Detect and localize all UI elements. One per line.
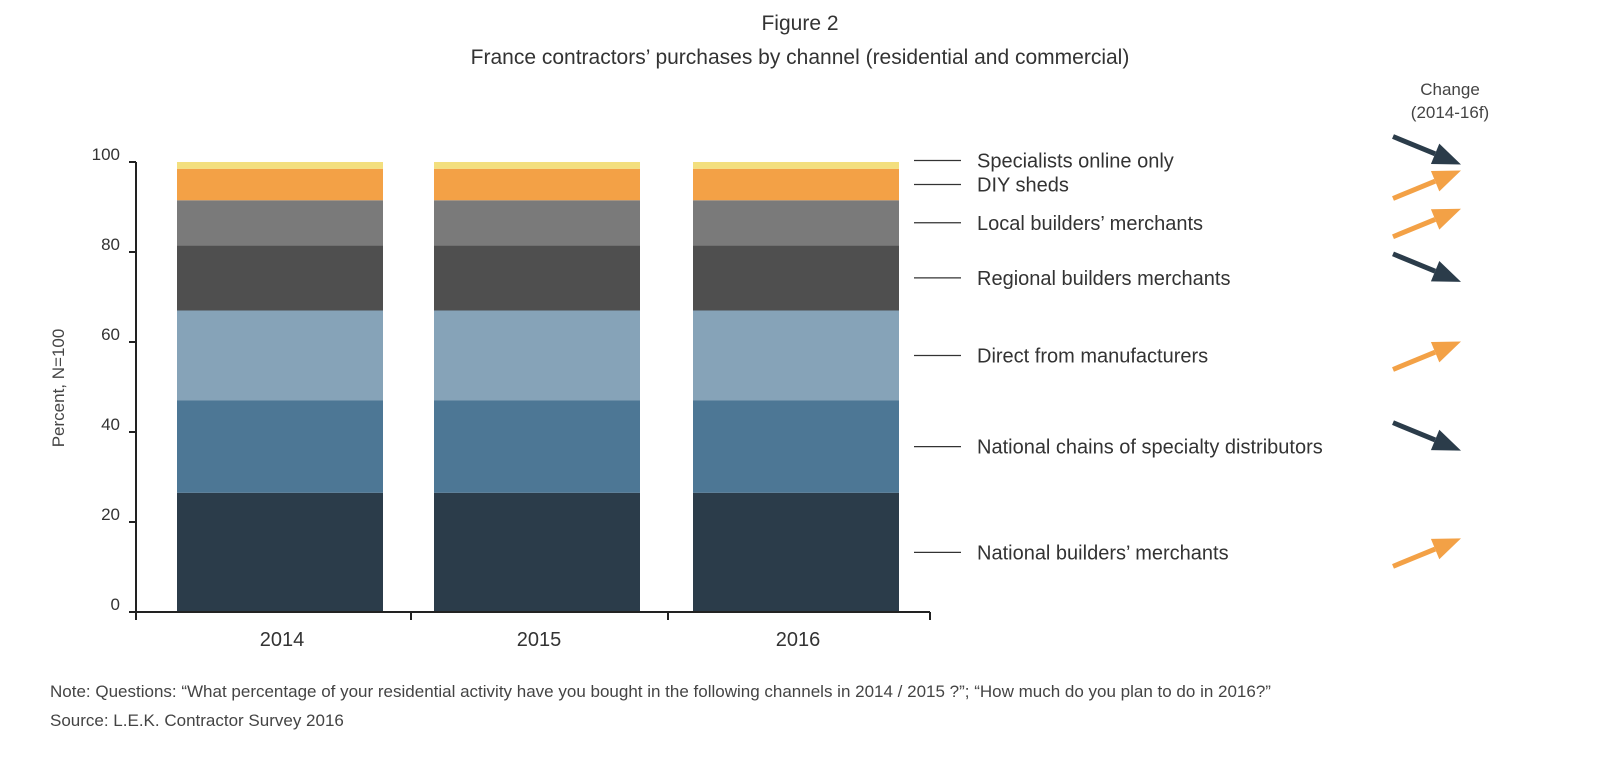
legend-label-4: Local builders’ merchants bbox=[977, 213, 1203, 235]
chart-source: Source: L.E.K. Contractor Survey 2016 bbox=[50, 711, 344, 730]
legend-label-2: Direct from manufacturers bbox=[977, 346, 1208, 368]
change-arrow-shaft-4 bbox=[1392, 217, 1437, 240]
bar-segment-2015-5 bbox=[434, 168, 640, 201]
bar-segment-2015-3 bbox=[434, 245, 640, 311]
change-arrow-down-icon-1 bbox=[1430, 429, 1461, 451]
y-tick-label-40: 40 bbox=[101, 415, 120, 434]
bar-segment-2014-2 bbox=[177, 310, 383, 401]
y-tick-label-0: 0 bbox=[111, 595, 120, 614]
figure-label: Figure 2 bbox=[761, 12, 839, 35]
y-axis-title: Percent, N=100 bbox=[49, 329, 68, 448]
bar-segment-2015-6 bbox=[434, 162, 640, 169]
change-arrow-shaft-0 bbox=[1392, 546, 1437, 569]
change-header-line-1: Change bbox=[1420, 80, 1480, 99]
change-arrow-up-icon-4 bbox=[1430, 208, 1461, 230]
bar-segment-2015-4 bbox=[434, 200, 640, 246]
change-arrow-up-icon-5 bbox=[1430, 170, 1461, 192]
x-tick-label-2016: 2016 bbox=[776, 629, 821, 651]
change-header: Change (2014-16f) bbox=[1395, 78, 1505, 124]
change-arrow-down-icon-6 bbox=[1430, 143, 1461, 165]
y-tick-label-100: 100 bbox=[92, 145, 120, 164]
y-tick-label-20: 20 bbox=[101, 505, 120, 524]
legend-label-5: DIY sheds bbox=[977, 175, 1069, 197]
stacked-bar-chart: 2014 2015 2016 0 20 40 60 80 100 Percent, N=100 Na… bbox=[49, 134, 1461, 651]
change-arrow-down-icon-3 bbox=[1430, 261, 1461, 282]
bar-segment-2014-6 bbox=[177, 162, 383, 169]
legend-label-1: National chains of specialty distributor… bbox=[977, 437, 1323, 459]
bar-segment-2015-0 bbox=[434, 492, 640, 612]
legend-label-6: Specialists online only bbox=[977, 151, 1174, 173]
bar-segment-2016-3 bbox=[693, 245, 899, 311]
change-header-line-2: (2014-16f) bbox=[1410, 103, 1490, 122]
bar-segment-2014-4 bbox=[177, 200, 383, 246]
bar-segment-2016-1 bbox=[693, 400, 899, 493]
y-tick-label-60: 60 bbox=[101, 325, 120, 344]
bar-segment-2016-6 bbox=[693, 162, 899, 169]
change-arrow-shaft-5 bbox=[1392, 178, 1437, 201]
bar-segment-2016-0 bbox=[693, 492, 899, 612]
change-arrow-shaft-1 bbox=[1392, 420, 1437, 443]
bar-segment-2015-2 bbox=[434, 310, 640, 401]
bar-segment-2016-5 bbox=[693, 168, 899, 201]
y-tick-label-80: 80 bbox=[101, 235, 120, 254]
legend-label-3: Regional builders merchants bbox=[977, 268, 1230, 290]
change-arrow-shaft-2 bbox=[1392, 349, 1437, 372]
change-arrow-up-icon-0 bbox=[1430, 538, 1461, 560]
bar-segment-2014-0 bbox=[177, 492, 383, 612]
change-arrow-shaft-6 bbox=[1392, 134, 1437, 157]
x-tick-label-2015: 2015 bbox=[517, 629, 562, 651]
bar-segment-2014-3 bbox=[177, 245, 383, 311]
change-arrow-shaft-3 bbox=[1392, 251, 1437, 274]
bar-segment-2016-4 bbox=[693, 200, 899, 246]
bar-segment-2014-1 bbox=[177, 400, 383, 493]
change-arrow-up-icon-2 bbox=[1430, 341, 1461, 363]
bar-segment-2014-5 bbox=[177, 168, 383, 201]
legend-label-0: National builders’ merchants bbox=[977, 542, 1229, 564]
chart-title: France contractors’ purchases by channel… bbox=[470, 46, 1130, 69]
x-tick-label-2014: 2014 bbox=[260, 629, 305, 651]
chart-note: Note: Questions: “What percentage of you… bbox=[50, 682, 1271, 701]
bar-segment-2015-1 bbox=[434, 400, 640, 493]
bar-segment-2016-2 bbox=[693, 310, 899, 401]
